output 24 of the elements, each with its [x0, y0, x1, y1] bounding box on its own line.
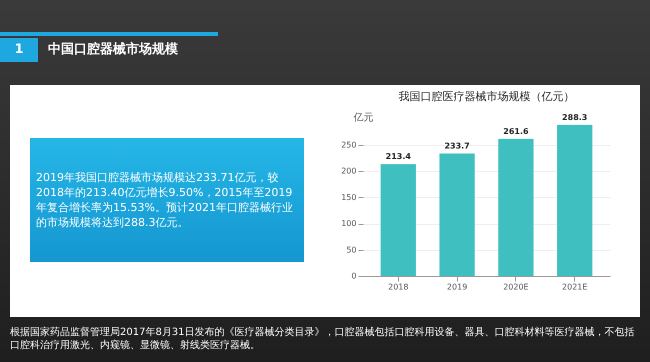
x-tick-label: 2020E — [503, 282, 529, 292]
data-label: 261.6 — [503, 126, 529, 136]
y-tick-label: 100 — [341, 219, 356, 228]
y-axis-title: 亿元 — [352, 112, 374, 124]
bar — [439, 154, 475, 276]
x-tick-label: 2019 — [446, 282, 468, 292]
bar — [498, 138, 534, 276]
y-tick-label: 50 — [346, 245, 356, 254]
y-tick-label: 150 — [341, 192, 356, 202]
chart-title: 我国口腔医疗器械市场规模（亿元） — [398, 90, 574, 103]
text: 1 — [0, 38, 38, 62]
data-label: 213.4 — [386, 152, 412, 162]
text: 2019年我国口腔器械市场规模达233.71亿元，较2018年的213.40亿元增长9.50%，2015年至2019年复合增长率为15.53%。预计2021年口腔器械行业的市场规模将达到288.3亿元。 — [30, 138, 304, 262]
data-label: 233.7 — [444, 142, 470, 151]
text: 中国口腔器械市场规模 — [48, 40, 178, 59]
bar — [557, 124, 592, 276]
x-tick-label: 2018 — [388, 282, 408, 292]
data-label: 288.3 — [562, 112, 588, 122]
x-tick-label: 2021E — [562, 282, 588, 292]
bar — [380, 164, 416, 276]
y-tick-label: 200 — [341, 166, 356, 176]
y-tick-label: 0 — [351, 272, 356, 280]
y-tick-label: 250 — [341, 140, 356, 150]
text: 根据国家药品监督管理局2017年8月31日发布的《医疗器械分类目录》，口腔器械包括口腔科用设备、器具、口腔科材料等医疗器械，不包括口腔科治疗用激光、内窥镜、显微镜、射线类医疗器械。 — [10, 326, 636, 352]
